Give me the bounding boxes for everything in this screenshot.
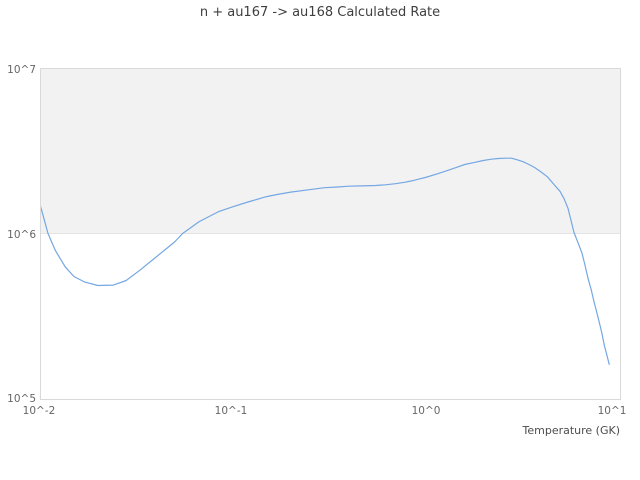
y-tick-1e7: 10^7 <box>7 64 36 76</box>
x-tick-1e-1: 10^-1 <box>214 405 248 417</box>
chart-title: n + au167 -> au168 Calculated Rate <box>199 5 441 20</box>
chart-svg <box>40 68 621 400</box>
x-tick-1e1: 10^1 <box>597 405 627 417</box>
plot-area <box>40 68 621 400</box>
y-tick-1e6: 10^6 <box>7 229 36 241</box>
x-axis-label: Temperature (GK) <box>522 424 621 437</box>
x-tick-1e0: 10^0 <box>411 405 441 417</box>
upper-decade-band <box>40 68 621 234</box>
rate-curve <box>40 157 610 365</box>
x-tick-1e-2: 10^-2 <box>22 405 56 417</box>
y-tick-1e5: 10^5 <box>7 393 36 405</box>
plot-frame <box>40 68 621 400</box>
